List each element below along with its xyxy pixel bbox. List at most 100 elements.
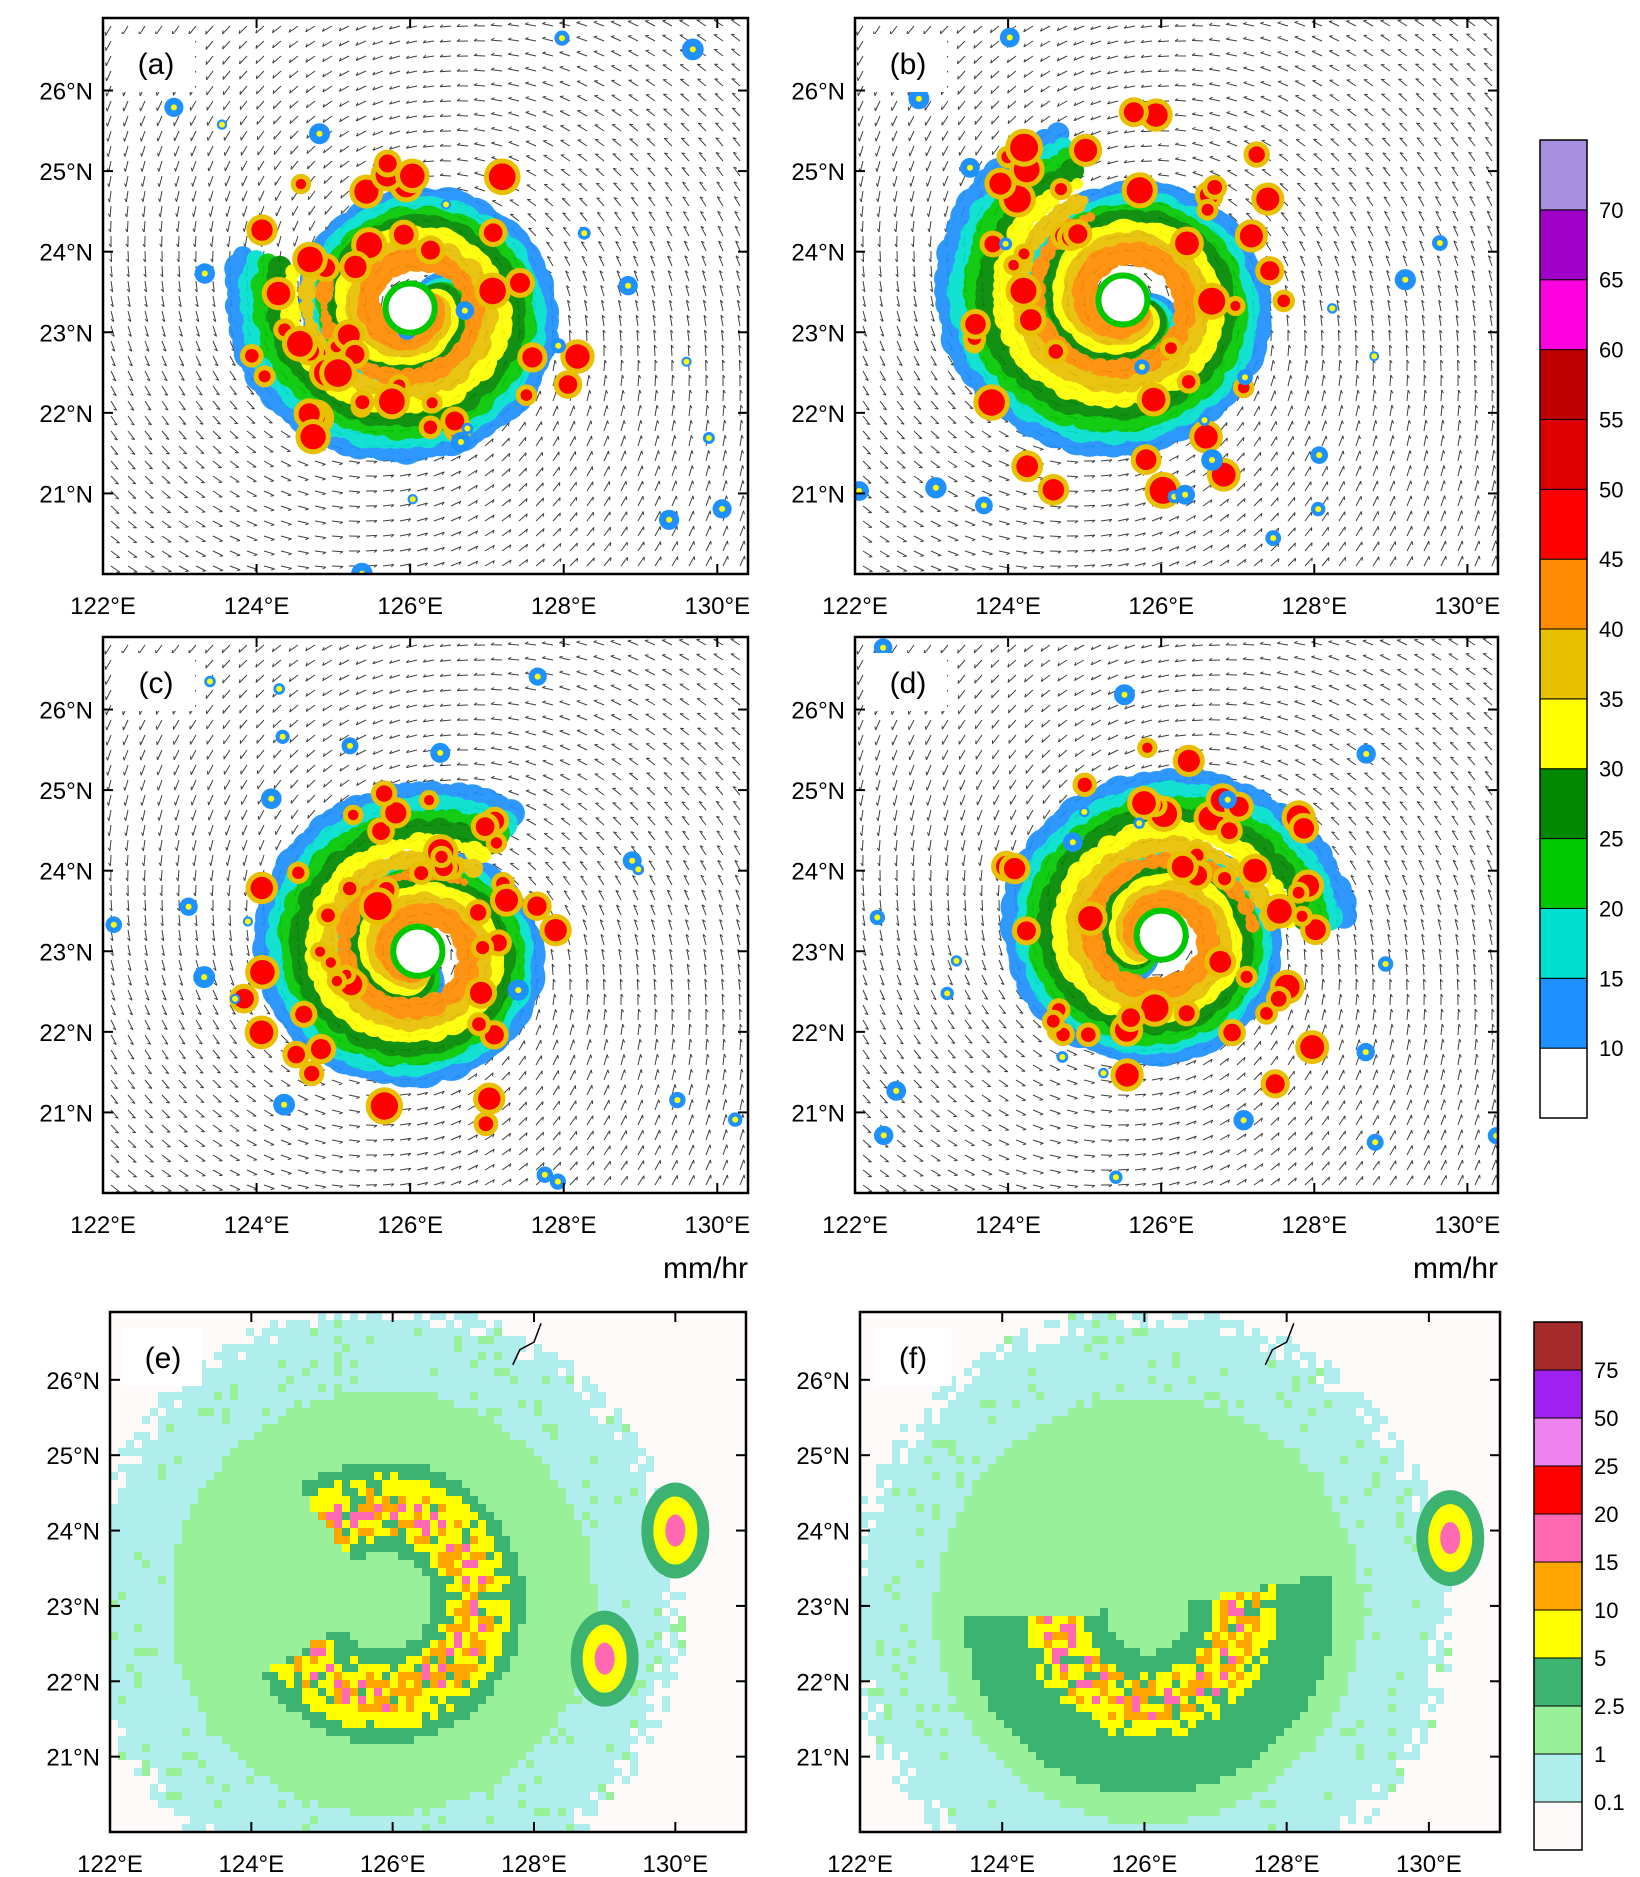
y-tick-label: 22°N [791, 1020, 845, 1047]
panel-f: 122°E 124°E 126°E 128°E 130°E 21°N 22°N 23°N 24°… [796, 1310, 1502, 1877]
x-tick-label: 124°E [219, 1851, 285, 1877]
colorbar-swatch [1539, 838, 1588, 909]
panel-field [855, 637, 1498, 1193]
x-tick-label: 124°E [224, 1212, 290, 1239]
colorbar-swatch [1533, 1657, 1583, 1707]
colorbar-frame [1539, 139, 1588, 1119]
colorbar-swatch [1533, 1705, 1583, 1755]
eyewall [1133, 907, 1189, 963]
y-tick-label: 21°N [796, 1745, 850, 1772]
colorbar-label: 30 [1599, 757, 1623, 782]
panel-field [110, 1312, 746, 1832]
typhoon-eye [1098, 275, 1148, 325]
panel-tag: (f) [899, 1342, 927, 1375]
x-tick-label: 122°E [77, 1851, 143, 1877]
colorbar-label: 25 [1594, 1454, 1618, 1479]
y-tick-label: 23°N [796, 1594, 850, 1621]
y-tick-label: 24°N [46, 1519, 100, 1546]
convective-cells [855, 27, 1448, 546]
colorbars-layer: 10 15 20 25 30 35 40 45 50 55 60 65 70 0.1 1 2.5 5 10 15 20… [1533, 139, 1625, 1851]
y-tick-label: 26°N [46, 1368, 100, 1395]
colorbar-label: 75 [1594, 1358, 1618, 1383]
x-tick-label: 124°E [975, 1212, 1041, 1239]
eyewall [382, 280, 438, 336]
coastline [1264, 1323, 1295, 1366]
colorbar-swatch [1533, 1753, 1583, 1803]
colorbar-swatch [1539, 209, 1588, 281]
plot-frame [101, 635, 750, 1195]
x-tick-label: 128°E [531, 593, 597, 620]
panel-tag-bg [117, 653, 195, 711]
panel-tag: (e) [145, 1342, 182, 1375]
colorbar-swatch [1533, 1609, 1583, 1659]
colorbar-label: 40 [1599, 617, 1623, 642]
x-tick-label: 130°E [1435, 1212, 1501, 1239]
y-tick-label: 25°N [791, 159, 845, 186]
y-tick-label: 22°N [796, 1669, 850, 1696]
y-tick-label: 21°N [791, 481, 845, 508]
accum-cells [860, 1312, 1485, 1832]
convective-cells [869, 638, 1498, 1184]
y-tick-label: 23°N [39, 939, 93, 966]
plot-frame [858, 1310, 1502, 1834]
colorbar-swatch [1533, 1801, 1583, 1851]
colorbar-swatch [1539, 558, 1588, 630]
x-tick-label: 128°E [1254, 1851, 1320, 1877]
colorbar-label: 10 [1599, 1036, 1623, 1061]
y-tick-label: 22°N [46, 1669, 100, 1696]
colorbar-swatch [1533, 1369, 1583, 1419]
colorbar-swatch [1539, 349, 1588, 420]
x-tick-label: 126°E [377, 1212, 443, 1239]
y-tick-label: 25°N [791, 778, 845, 805]
panel-field [103, 18, 748, 574]
y-tick-label: 25°N [39, 778, 93, 805]
y-tick-label: 25°N [46, 1443, 100, 1470]
colorbar-swatch [1539, 698, 1588, 770]
x-tick-label: 122°E [822, 1212, 888, 1239]
plot-frame [101, 16, 750, 576]
y-tick-label: 21°N [791, 1100, 845, 1127]
y-tick-label: 21°N [39, 1100, 93, 1127]
colorbar-label: 0.1 [1594, 1790, 1625, 1815]
colorbar-swatch [1539, 907, 1588, 979]
colorbar-swatch [1539, 628, 1588, 700]
convective-cells [105, 667, 743, 1190]
panel-tag-bg [124, 1328, 202, 1386]
y-tick-label: 26°N [796, 1368, 850, 1395]
panel-tag-bg [869, 653, 947, 711]
panel-tag: (d) [890, 667, 927, 700]
plot-frame [108, 1310, 748, 1834]
panel-d: 122°E 124°E 126°E 128°E 130°E 21°N 22°N 23°N 24°… [791, 635, 1501, 1239]
colorbar-swatch [1533, 1417, 1583, 1467]
x-tick-label: 126°E [1128, 593, 1194, 620]
colorbar-label: 70 [1599, 198, 1623, 223]
y-tick-label: 23°N [791, 320, 845, 347]
plot-frame [853, 16, 1500, 576]
x-tick-label: 128°E [501, 1851, 567, 1877]
colorbar-label: 20 [1599, 896, 1623, 921]
x-tick-label: 130°E [643, 1851, 709, 1877]
y-tick-label: 26°N [791, 698, 845, 725]
panel-tag-bg [117, 34, 195, 92]
panel-b: 122°E 124°E 126°E 128°E 130°E 21°N 22°N 23°N 24°… [791, 16, 1501, 620]
eyewall [1095, 272, 1151, 328]
x-tick-label: 130°E [1435, 593, 1501, 620]
panel-tag: (c) [139, 667, 174, 700]
x-tick-label: 124°E [975, 593, 1041, 620]
panel-tag: (a) [138, 48, 175, 81]
colorbar-swatch [1539, 279, 1588, 351]
y-tick-label: 23°N [39, 320, 93, 347]
panel-field [103, 637, 748, 1193]
y-tick-label: 23°N [791, 939, 845, 966]
panel-c: 122°E 124°E 126°E 128°E 130°E 21°N 22°N 23°N 24°… [39, 635, 750, 1239]
accum-cells [110, 1312, 710, 1832]
y-tick-label: 24°N [796, 1519, 850, 1546]
x-tick-label: 122°E [70, 1212, 136, 1239]
y-tick-label: 25°N [39, 159, 93, 186]
y-tick-label: 22°N [39, 1020, 93, 1047]
colorbar-swatch [1533, 1561, 1583, 1611]
colorbar-frame [1533, 1321, 1583, 1851]
colorbar-label: 60 [1599, 338, 1623, 363]
colorbar-top: 10 15 20 25 30 35 40 45 50 55 60 65 70 [1539, 139, 1623, 1119]
x-tick-label: 124°E [224, 593, 290, 620]
